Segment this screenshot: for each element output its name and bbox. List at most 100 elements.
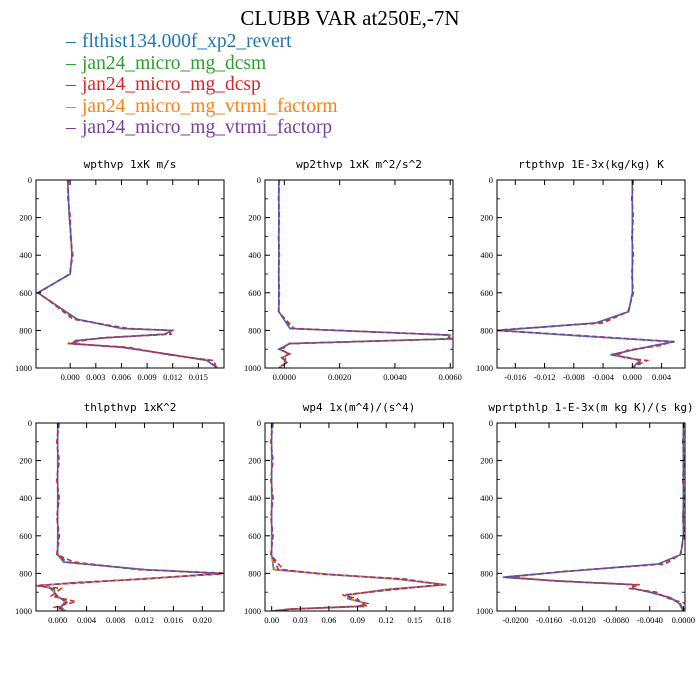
chart-panel: wpthvp 1xK m/s 0 200 400 600 800 1000 0.000 0.00… xyxy=(15,158,225,382)
series-line xyxy=(270,423,447,611)
series-group xyxy=(36,180,218,368)
x-tick-label: 0.15 xyxy=(407,615,422,625)
y-tick-label: 1000 xyxy=(244,606,261,616)
y-tick-label: 800 xyxy=(248,568,261,578)
x-tick-label: 0.0060 xyxy=(439,372,462,382)
x-tick-label: -0.004 xyxy=(592,372,615,382)
legend-swatch: – xyxy=(66,117,76,138)
y-tick-label: 800 xyxy=(19,568,32,578)
x-tick-label: 0.020 xyxy=(193,615,212,625)
chart-title: wprtpthlp 1-E-3x(m kg K)/(s kg) xyxy=(488,401,693,414)
series-group xyxy=(269,423,447,611)
x-tick-label: 0.000 xyxy=(623,372,642,382)
y-tick-label: 200 xyxy=(19,213,32,223)
x-tick-label: 0.0000 xyxy=(672,615,695,625)
legend-swatch: – xyxy=(66,31,76,52)
chart-title: thlpthvp 1xK^2 xyxy=(84,401,177,414)
chart-panel: thlpthvp 1xK^2 0 200 400 600 800 1000 0.000 0.00… xyxy=(15,401,225,625)
series-line xyxy=(270,423,446,611)
series-line xyxy=(509,423,685,611)
series-line xyxy=(503,423,685,611)
series-group xyxy=(36,423,224,611)
legend-label: jan24_micro_mg_vtrmi_factorp xyxy=(82,117,333,138)
y-tick-label: 400 xyxy=(480,250,493,260)
y-tick-label: 0 xyxy=(257,175,261,185)
y-tick-label: 0 xyxy=(489,175,493,185)
legend: – flthist134.000f_xp2_revert – jan24_micro… xyxy=(66,31,338,139)
y-tick-label: 0 xyxy=(257,418,261,428)
x-tick-label: -0.008 xyxy=(563,372,585,382)
legend-label: flthist134.000f_xp2_revert xyxy=(82,31,292,52)
y-tick-label: 800 xyxy=(248,325,261,335)
x-tick-label: 0.006 xyxy=(112,372,131,382)
chart-panel: rtpthvp 1E-3x(kg/kg) K 0 200 400 600 800 1000 -… xyxy=(476,158,686,382)
series-group xyxy=(502,423,685,611)
x-tick-label: 0.0000 xyxy=(273,372,296,382)
series-line xyxy=(270,423,444,611)
legend-item: – jan24_micro_mg_dcsp xyxy=(66,74,338,96)
series-line xyxy=(277,180,452,368)
x-tick-label: 0.004 xyxy=(77,615,97,625)
chart-title: wpthvp 1xK m/s xyxy=(84,158,177,171)
series-line xyxy=(497,180,675,368)
series-line xyxy=(36,180,218,368)
legend-label: jan24_micro_mg_dcsp xyxy=(82,74,261,95)
x-tick-label: -0.0160 xyxy=(536,615,562,625)
x-tick-label: 0.015 xyxy=(189,372,208,382)
y-tick-label: 1000 xyxy=(15,363,32,373)
y-tick-label: 0 xyxy=(489,418,493,428)
x-tick-label: 0.009 xyxy=(138,372,157,382)
y-tick-label: 600 xyxy=(19,531,32,541)
y-tick-label: 400 xyxy=(19,493,32,503)
y-tick-label: 200 xyxy=(248,456,261,466)
y-tick-label: 200 xyxy=(480,213,493,223)
y-tick-label: 400 xyxy=(248,493,261,503)
y-tick-label: 1000 xyxy=(244,363,261,373)
x-tick-label: 0.18 xyxy=(436,615,451,625)
x-tick-label: 0.0020 xyxy=(328,372,351,382)
series-line xyxy=(37,180,218,368)
legend-item: – jan24_micro_mg_vtrmi_factorp xyxy=(66,117,338,139)
series-line xyxy=(36,423,224,611)
y-tick-label: 400 xyxy=(19,250,32,260)
x-tick-label: 0.008 xyxy=(106,615,125,625)
y-tick-label: 600 xyxy=(480,531,493,541)
y-tick-label: 600 xyxy=(19,288,32,298)
plot-frame xyxy=(496,179,686,369)
x-tick-label: 0.09 xyxy=(350,615,365,625)
chart-title: wp4 1x(m^4)/(s^4) xyxy=(303,401,416,414)
x-tick-label: 0.000 xyxy=(61,372,80,382)
y-tick-label: 400 xyxy=(480,493,493,503)
x-tick-label: 0.0040 xyxy=(383,372,406,382)
x-tick-label: 0.12 xyxy=(379,615,394,625)
x-tick-label: -0.0120 xyxy=(569,615,595,625)
y-tick-label: 600 xyxy=(480,288,493,298)
x-tick-label: 0.016 xyxy=(164,615,183,625)
legend-swatch: – xyxy=(66,95,76,117)
y-tick-label: 200 xyxy=(480,456,493,466)
chart-panel: wp2thvp 1xK m^2/s^2 0 200 400 600 800 1000 0.00… xyxy=(244,158,462,382)
y-tick-label: 200 xyxy=(19,456,32,466)
y-tick-label: 800 xyxy=(19,325,32,335)
x-tick-label: 0.000 xyxy=(48,615,67,625)
x-tick-label: -0.0080 xyxy=(603,615,629,625)
y-tick-label: 1000 xyxy=(476,606,493,616)
y-tick-label: 800 xyxy=(480,568,493,578)
y-tick-label: 0 xyxy=(28,418,32,428)
x-tick-label: 0.06 xyxy=(322,615,337,625)
x-tick-label: 0.03 xyxy=(293,615,308,625)
chart-panel: wprtpthlp 1-E-3x(m kg K)/(s kg) 0 200 400 60… xyxy=(476,401,695,625)
y-tick-label: 800 xyxy=(480,325,493,335)
y-tick-label: 1000 xyxy=(476,363,493,373)
main-title: CLUBB VAR at250E,-7N xyxy=(240,6,460,30)
y-tick-label: 0 xyxy=(28,175,32,185)
legend-label: jan24_micro_mg_vtrmi_factorm xyxy=(82,95,338,117)
x-tick-label: 0.00 xyxy=(264,615,279,625)
series-line xyxy=(36,180,218,368)
chart-title: wp2thvp 1xK m^2/s^2 xyxy=(296,158,422,171)
y-tick-label: 200 xyxy=(248,213,261,223)
legend-item: – jan24_micro_mg_dcsm xyxy=(66,53,338,75)
x-tick-label: 0.012 xyxy=(163,372,182,382)
x-tick-label: 0.004 xyxy=(652,372,672,382)
chart-title: rtpthvp 1E-3x(kg/kg) K xyxy=(518,158,664,171)
